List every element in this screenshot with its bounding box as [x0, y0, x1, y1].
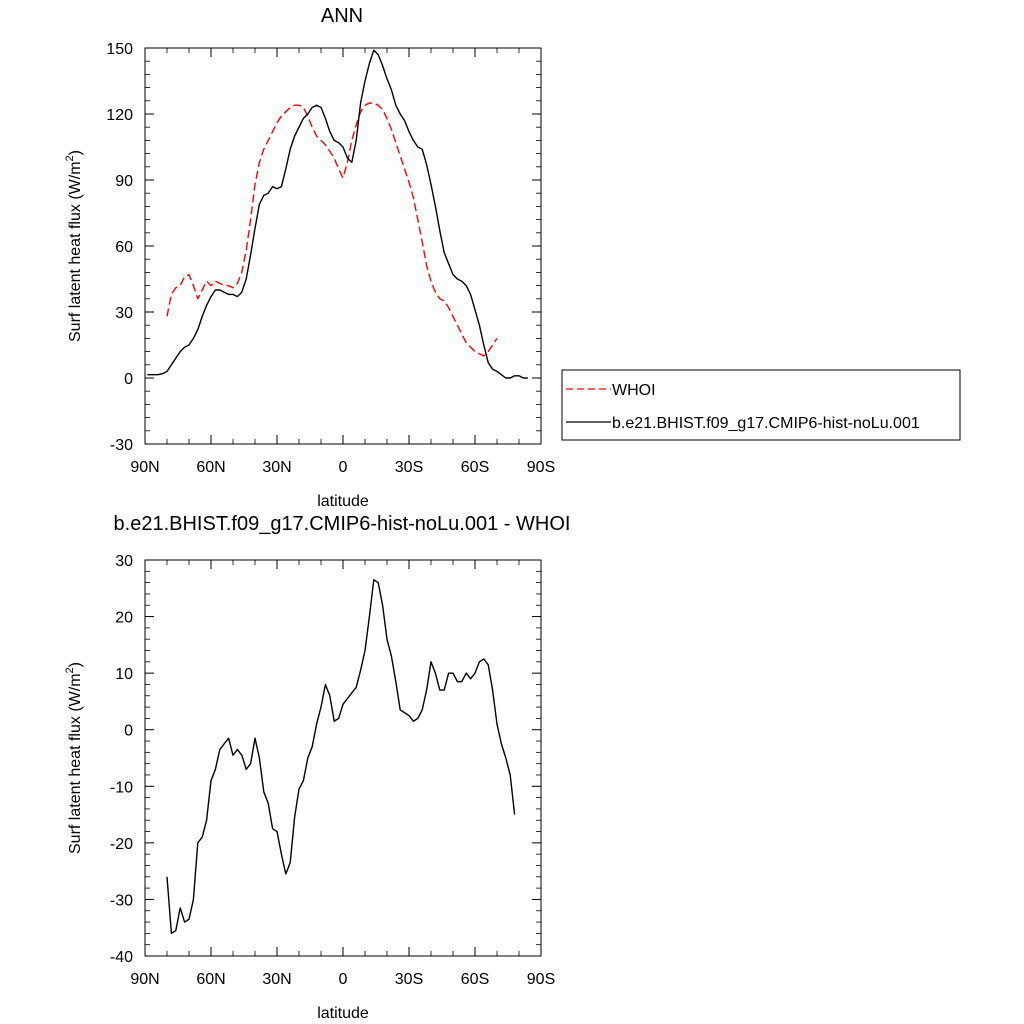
bottom-chart-title: b.e21.BHIST.f09_g17.CMIP6-hist-noLu.001 … — [114, 513, 571, 535]
top-series-group — [147, 49, 528, 379]
bottom-y-tick-label: -40 — [110, 949, 133, 966]
bottom-y-axis-label: Surf latent heat flux (W/m2) — [64, 662, 84, 854]
top-x-tick-label: 90S — [527, 459, 555, 476]
top-x-tick-label: 60S — [461, 459, 489, 476]
bottom-y-axis-label-sup: 2 — [64, 667, 76, 673]
bottom-axis-ticks: 90N 60N 30N 0 30S 60S 90S -40 -30 -20 -10 0 10 20 30 — [110, 553, 555, 988]
top-series-line-0 — [166, 102, 498, 357]
top-y-tick-label: 150 — [106, 41, 133, 58]
bottom-plot-frame — [144, 559, 542, 957]
bottom-y-tick-label: -10 — [110, 779, 133, 796]
top-y-axis-label-close: ) — [67, 150, 84, 155]
top-y-tick-label: 120 — [106, 107, 133, 124]
top-x-tick-label: 90N — [130, 459, 159, 476]
top-y-tick-label: 90 — [115, 173, 133, 190]
bottom-panel: b.e21.BHIST.f09_g17.CMIP6-hist-noLu.001 … — [64, 513, 570, 1022]
bottom-y-axis-label-close: ) — [67, 662, 84, 667]
bottom-y-tick-label: 0 — [124, 723, 133, 740]
bottom-series-line-0 — [166, 579, 516, 935]
top-y-tick-label: 0 — [124, 371, 133, 388]
top-y-axis-label-sup: 2 — [64, 155, 76, 161]
bottom-y-tick-label: -30 — [110, 892, 133, 909]
bottom-y-tick-label: 10 — [115, 666, 133, 683]
bottom-y-tick-label: 30 — [115, 553, 133, 570]
top-y-tick-label: 30 — [115, 305, 133, 322]
legend: WHOI b.e21.BHIST.f09_g17.CMIP6-hist-noLu… — [561, 369, 961, 441]
bottom-x-tick-label: 30S — [395, 971, 423, 988]
top-series-line-1 — [147, 49, 528, 379]
bottom-x-tick-label: 60S — [461, 971, 489, 988]
bottom-y-axis-label-main: Surf latent heat flux (W/m — [67, 673, 84, 854]
top-chart-title: ANN — [321, 5, 363, 27]
top-x-tick-label: 60N — [196, 459, 225, 476]
legend-label-whoi: WHOI — [612, 382, 656, 399]
bottom-x-axis-label: latitude — [317, 1005, 369, 1022]
bottom-x-tick-label: 90N — [130, 971, 159, 988]
top-y-tick-label: -30 — [110, 437, 133, 454]
top-y-axis-label-main: Surf latent heat flux (W/m — [67, 161, 84, 342]
top-panel: ANN 90N 60N 30N 0 30S 60S 90S-300306090120150 … — [64, 5, 555, 510]
bottom-y-tick-label: -20 — [110, 836, 133, 853]
top-x-axis-label: latitude — [317, 493, 369, 510]
top-y-tick-label: 60 — [115, 239, 133, 256]
bottom-series-group — [166, 579, 516, 935]
top-x-tick-label: 30N — [262, 459, 291, 476]
top-plot-frame — [144, 47, 542, 445]
top-x-tick-label: 30S — [395, 459, 423, 476]
legend-label-model: b.e21.BHIST.f09_g17.CMIP6-hist-noLu.001 — [612, 415, 920, 432]
bottom-x-tick-label: 90S — [527, 971, 555, 988]
top-axis-ticks: 90N 60N 30N 0 30S 60S 90S -30 0 30 60 90 120 150 — [106, 41, 555, 476]
top-x-tick-label: 0 — [339, 459, 348, 476]
bottom-y-tick-label: 20 — [115, 610, 133, 627]
bottom-x-tick-label: 60N — [196, 971, 225, 988]
top-y-axis-label: Surf latent heat flux (W/m2) — [64, 150, 84, 342]
bottom-x-tick-label: 0 — [339, 971, 348, 988]
bottom-x-tick-label: 30N — [262, 971, 291, 988]
legend-box — [561, 369, 961, 441]
